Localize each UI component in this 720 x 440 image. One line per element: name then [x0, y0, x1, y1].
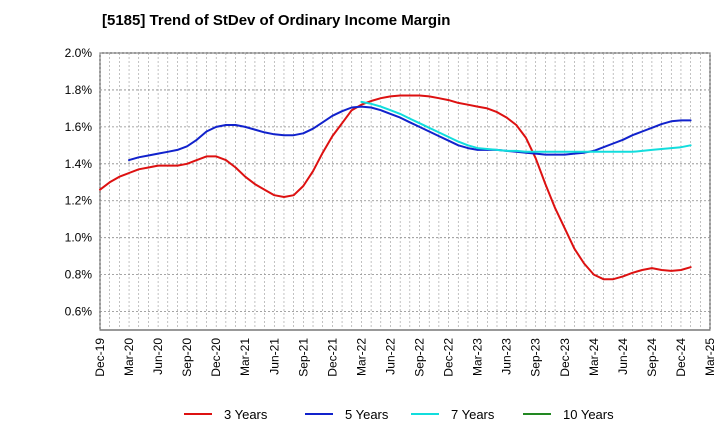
y-tick-label: 1.2% — [65, 194, 93, 208]
x-tick-label: Sep-23 — [529, 338, 543, 377]
y-tick-label: 1.0% — [65, 231, 93, 245]
legend-label-3-years: 3 Years — [224, 407, 268, 422]
x-tick-label: Mar-21 — [238, 338, 252, 376]
plot-area — [99, 52, 711, 331]
x-tick-label: Jun-24 — [616, 338, 630, 375]
x-tick-label: Mar-23 — [471, 338, 485, 376]
axes: 0.6% 0.8% 1.0% 1.2% 1.4% 1.6% 1.8% 2.0% Dec-19 Ma… — [65, 46, 717, 377]
grid — [99, 52, 711, 331]
x-tick-label: Sep-21 — [296, 338, 310, 377]
x-tick-label: Dec-20 — [209, 338, 223, 377]
x-tick-label: Mar-20 — [122, 338, 136, 376]
legend-label-7-years: 7 Years — [451, 407, 495, 422]
x-tick-label: Sep-24 — [645, 338, 659, 377]
y-tick-label: 1.8% — [65, 83, 93, 97]
x-tick-label: Dec-19 — [93, 338, 107, 377]
y-tick-label: 0.8% — [65, 268, 93, 282]
y-tick-label: 1.6% — [65, 120, 93, 134]
x-tick-label: Mar-25 — [703, 338, 717, 376]
x-tick-label: Jun-20 — [151, 338, 165, 375]
x-tick-label: Sep-20 — [180, 338, 194, 377]
y-tick-label: 0.6% — [65, 305, 93, 319]
chart-title: [5185] Trend of StDev of Ordinary Income… — [102, 12, 451, 29]
series-line-7-years — [360, 100, 692, 153]
y-tick-label: 1.4% — [65, 157, 93, 171]
x-tick-label: Dec-22 — [442, 338, 456, 377]
x-tick-label: Dec-24 — [674, 338, 688, 377]
y-tick-label: 2.0% — [65, 46, 93, 60]
series-lines — [99, 94, 692, 281]
x-tick-label: Jun-22 — [383, 338, 397, 375]
x-tick-label: Jun-21 — [267, 338, 281, 375]
x-tick-label: Jun-23 — [500, 338, 514, 375]
legend-label-5-years: 5 Years — [345, 407, 389, 422]
x-tick-label: Mar-24 — [587, 338, 601, 376]
legend-label-10-years: 10 Years — [563, 407, 614, 422]
series-line-5-years — [128, 105, 692, 162]
x-tick-label: Dec-23 — [558, 338, 572, 377]
series-line-3-years — [99, 94, 692, 281]
x-tick-label: Dec-21 — [325, 338, 339, 377]
x-tick-label: Mar-22 — [354, 338, 368, 376]
x-tick-label: Sep-22 — [413, 338, 427, 377]
legend: 3 Years 5 Years 7 Years 10 Years — [184, 407, 614, 422]
